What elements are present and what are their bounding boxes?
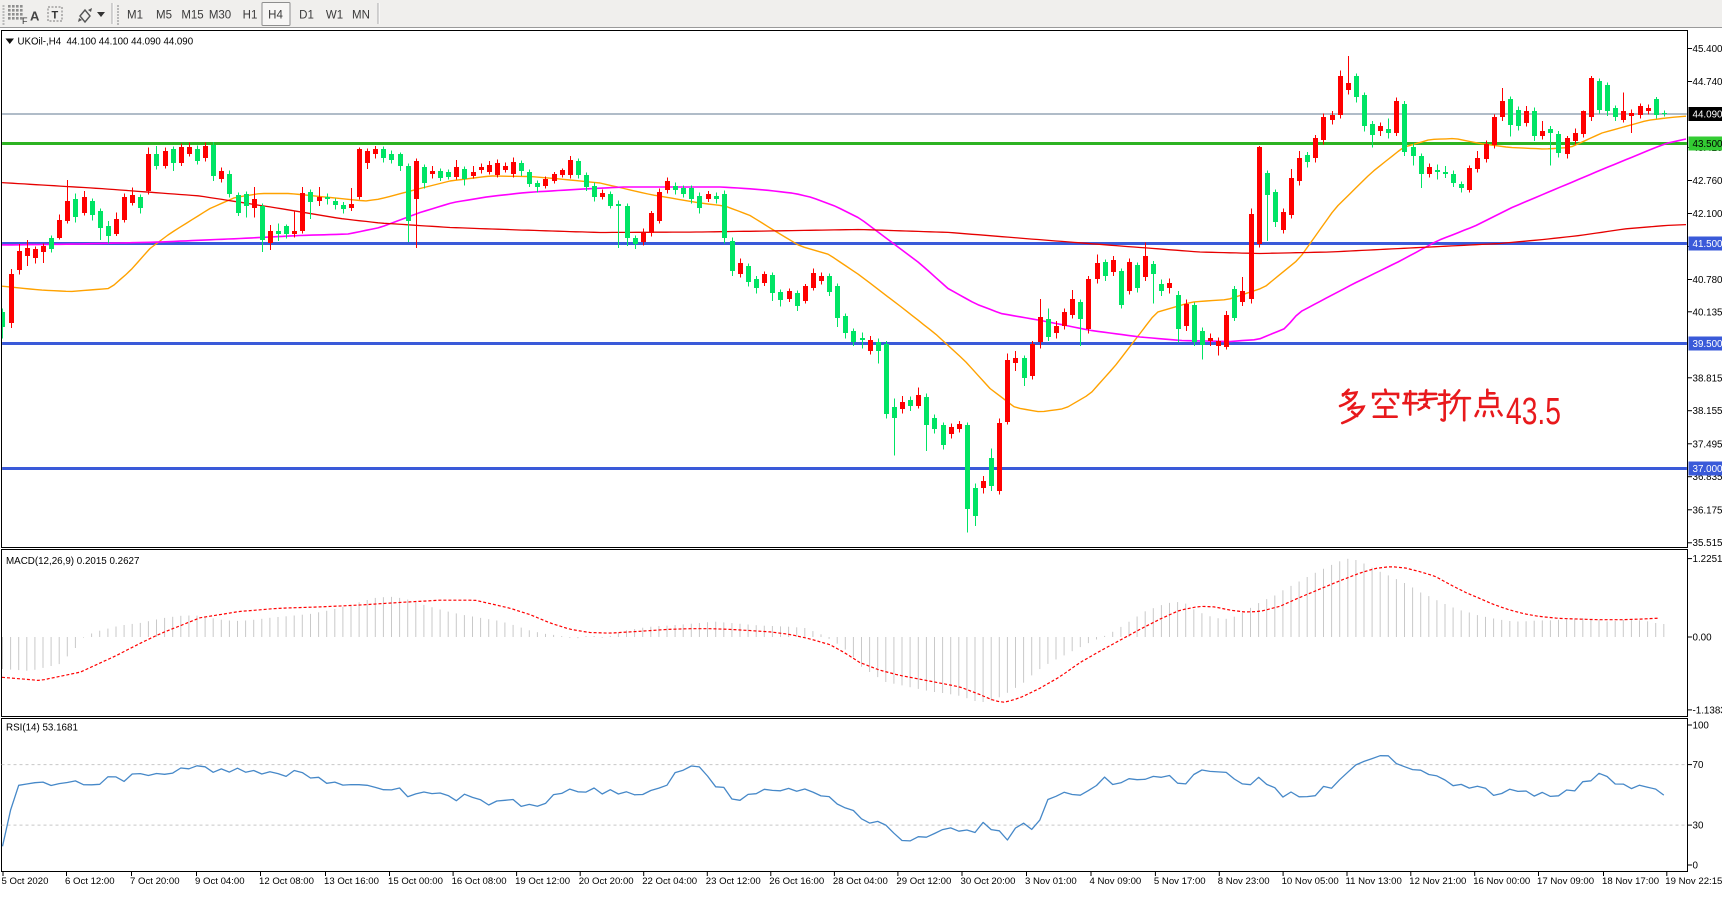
svg-text:11 Nov 13:00: 11 Nov 13:00 (1346, 876, 1402, 887)
svg-text:29 Oct 12:00: 29 Oct 12:00 (896, 876, 951, 887)
svg-text:45.400: 45.400 (1693, 44, 1722, 55)
svg-text:MN: MN (352, 10, 370, 22)
svg-text:F: F (22, 16, 28, 26)
svg-text:M5: M5 (156, 10, 172, 22)
svg-text:26 Oct 16:00: 26 Oct 16:00 (769, 876, 824, 887)
svg-text:20 Oct 20:00: 20 Oct 20:00 (579, 876, 634, 887)
svg-text:5 Nov 17:00: 5 Nov 17:00 (1154, 876, 1206, 887)
svg-text:44.090: 44.090 (1693, 110, 1722, 121)
svg-text:0.00: 0.00 (1693, 633, 1713, 644)
svg-text:41.500: 41.500 (1693, 239, 1722, 250)
svg-text:W1: W1 (326, 10, 343, 22)
svg-text:A: A (30, 9, 40, 24)
svg-text:37.495: 37.495 (1693, 439, 1722, 450)
svg-text:H4: H4 (268, 10, 283, 22)
svg-text:13 Oct 16:00: 13 Oct 16:00 (324, 876, 379, 887)
svg-text:38.155: 38.155 (1693, 406, 1722, 417)
svg-text:7 Oct 20:00: 7 Oct 20:00 (130, 876, 180, 887)
svg-text:0: 0 (1693, 861, 1699, 872)
svg-text:30: 30 (1693, 821, 1704, 832)
svg-text:100: 100 (1693, 721, 1710, 732)
svg-text:23 Oct 12:00: 23 Oct 12:00 (706, 876, 761, 887)
svg-text:36.175: 36.175 (1693, 505, 1722, 516)
svg-text:44.740: 44.740 (1693, 77, 1722, 88)
svg-text:4 Nov 09:00: 4 Nov 09:00 (1090, 876, 1142, 887)
svg-text:M1: M1 (127, 10, 143, 22)
svg-text:40.135: 40.135 (1693, 307, 1722, 318)
svg-text:5 Oct 2020: 5 Oct 2020 (2, 876, 49, 887)
svg-text:MACD(12,26,9) 0.2015 0.2627: MACD(12,26,9) 0.2015 0.2627 (6, 556, 139, 567)
svg-text:19 Nov 22:15: 19 Nov 22:15 (1665, 876, 1722, 887)
svg-text:35.515: 35.515 (1693, 538, 1722, 549)
svg-text:15 Oct 00:00: 15 Oct 00:00 (388, 876, 443, 887)
svg-text:-1.1383: -1.1383 (1693, 705, 1722, 716)
svg-text:43.500: 43.500 (1693, 139, 1722, 150)
svg-text:28 Oct 04:00: 28 Oct 04:00 (833, 876, 888, 887)
svg-text:UKOil-,H4 44.100 44.100 44.09: UKOil-,H4 44.100 44.100 44.090 44.090 (18, 37, 194, 48)
svg-text:16 Nov 00:00: 16 Nov 00:00 (1473, 876, 1530, 887)
svg-text:22 Oct 04:00: 22 Oct 04:00 (642, 876, 697, 887)
svg-text:16 Oct 08:00: 16 Oct 08:00 (452, 876, 507, 887)
svg-text:37.000: 37.000 (1693, 464, 1722, 475)
svg-text:T: T (52, 10, 59, 22)
svg-text:10 Nov 05:00: 10 Nov 05:00 (1282, 876, 1339, 887)
svg-text:8 Nov 23:00: 8 Nov 23:00 (1218, 876, 1270, 887)
svg-text:6 Oct 12:00: 6 Oct 12:00 (65, 876, 115, 887)
svg-text:M30: M30 (209, 10, 231, 22)
svg-text:12 Oct 08:00: 12 Oct 08:00 (259, 876, 314, 887)
svg-text:19 Oct 12:00: 19 Oct 12:00 (515, 876, 570, 887)
svg-text:D1: D1 (299, 10, 314, 22)
svg-text:38.815: 38.815 (1693, 373, 1722, 384)
svg-text:30 Oct 20:00: 30 Oct 20:00 (961, 876, 1016, 887)
svg-text:70: 70 (1693, 760, 1704, 771)
svg-text:43.5: 43.5 (1506, 391, 1561, 433)
svg-text:1.2251: 1.2251 (1693, 554, 1722, 565)
svg-text:42.760: 42.760 (1693, 176, 1722, 187)
svg-text:39.500: 39.500 (1693, 339, 1722, 350)
svg-text:RSI(14) 53.1681: RSI(14) 53.1681 (6, 722, 78, 733)
svg-text:9 Oct 04:00: 9 Oct 04:00 (195, 876, 245, 887)
svg-text:40.780: 40.780 (1693, 275, 1722, 286)
svg-text:17 Nov 09:00: 17 Nov 09:00 (1537, 876, 1594, 887)
svg-text:M15: M15 (181, 10, 203, 22)
svg-text:3 Nov 01:00: 3 Nov 01:00 (1025, 876, 1077, 887)
svg-text:18 Nov 17:00: 18 Nov 17:00 (1602, 876, 1659, 887)
svg-text:H1: H1 (243, 10, 258, 22)
svg-text:12 Nov 21:00: 12 Nov 21:00 (1409, 876, 1466, 887)
svg-text:42.100: 42.100 (1693, 209, 1722, 220)
